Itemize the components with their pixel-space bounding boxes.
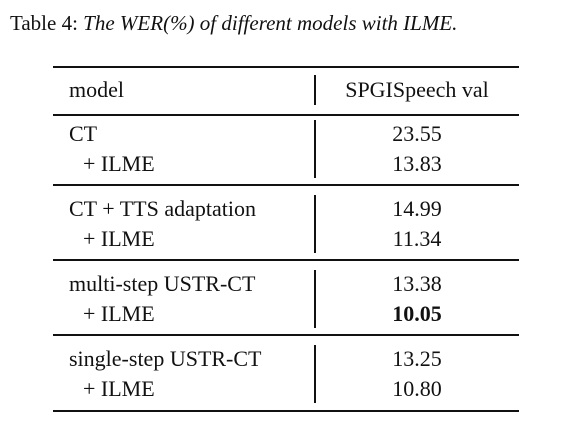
wer-value: 14.99 (392, 196, 442, 221)
model-name: CT (69, 121, 98, 146)
wer-value: 13.25 (392, 346, 442, 371)
model-name: + ILME (83, 151, 155, 176)
model-name: CT + TTS adaptation (69, 196, 256, 221)
group-rule (53, 334, 519, 336)
wer-value: 13.83 (392, 151, 442, 176)
wer-table: model SPGISpeech val CT 23.55 + ILME 13.… (53, 66, 519, 413)
model-name: multi-step USTR-CT (69, 271, 256, 296)
model-name: + ILME (83, 226, 155, 251)
group-rule (53, 259, 519, 261)
column-separator (314, 345, 316, 403)
bottom-rule (53, 410, 519, 412)
header-metric: SPGISpeech val (345, 77, 489, 102)
model-name: single-step USTR-CT (69, 346, 262, 371)
column-separator (314, 195, 316, 253)
header-rule (53, 114, 519, 116)
wer-value: 10.80 (392, 376, 442, 401)
column-separator (314, 75, 316, 105)
model-name: + ILME (83, 376, 155, 401)
column-separator (314, 120, 316, 178)
header-model: model (69, 77, 124, 102)
top-rule (53, 66, 519, 68)
caption-description: The WER(%) of different models with ILME… (83, 11, 458, 35)
model-name: + ILME (83, 301, 155, 326)
wer-value: 11.34 (392, 226, 442, 251)
caption-label: Table 4: (10, 11, 78, 35)
wer-value: 23.55 (392, 121, 442, 146)
table-caption: Table 4: The WER(%) of different models … (10, 8, 570, 38)
wer-value: 13.38 (392, 271, 442, 296)
best-wer-value: 10.05 (392, 301, 442, 326)
group-rule (53, 184, 519, 186)
column-separator (314, 270, 316, 328)
